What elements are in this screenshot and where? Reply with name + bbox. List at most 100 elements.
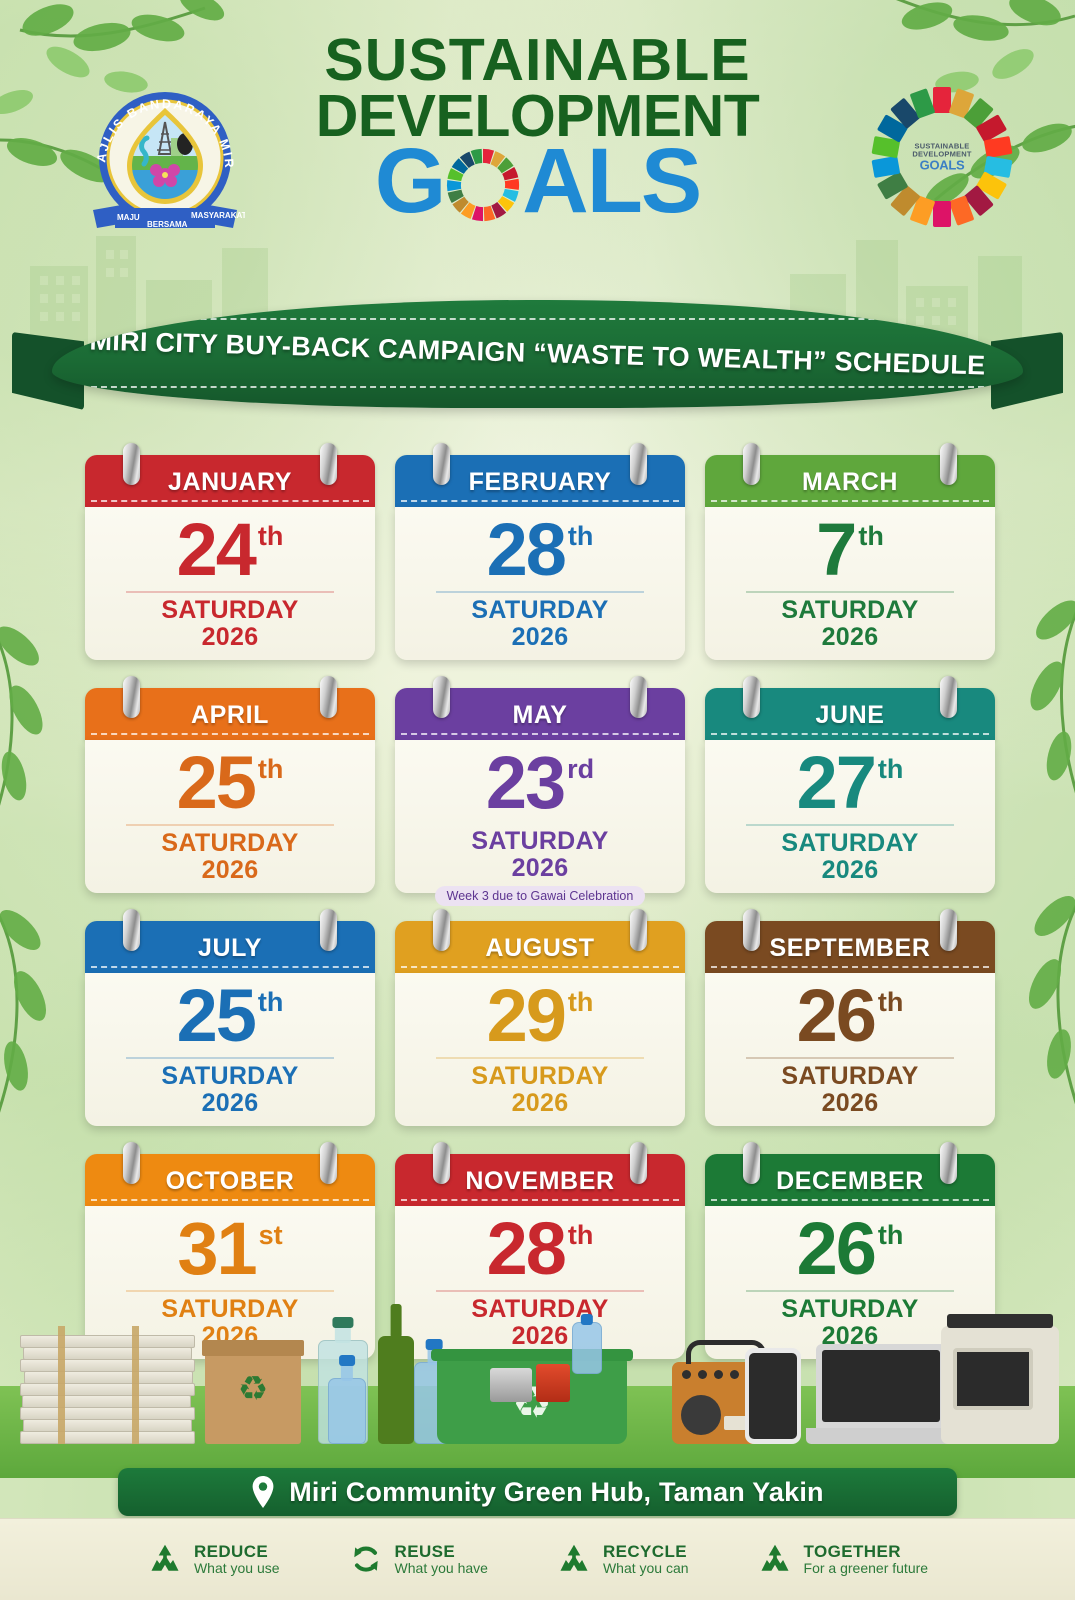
month-name: APRIL [191,700,269,729]
aluminium-can-illustration [536,1364,570,1402]
weekday-label: SATURDAY [781,1062,919,1090]
month-name: FEBRUARY [468,467,612,496]
principle-title: RECYCLE [602,1542,687,1562]
binder-ring-right [630,1142,647,1184]
calendar-rings [395,443,685,485]
principle-text: RECYCLE What you can [603,1542,689,1577]
principle-subtitle: What you have [394,1560,488,1577]
day-number: 25 [176,741,257,824]
weekday-label: SATURDAY [161,596,299,624]
header-stitch [710,500,990,502]
weekday-label: SATURDAY [161,1295,299,1323]
year-label: 2026 [511,853,569,882]
special-note: Week 3 due to Gawai Celebration [434,886,646,906]
binder-ring-right [630,443,647,485]
binder-ring-right [320,443,337,485]
header-stitch [90,733,370,735]
year-label: 2026 [511,1321,569,1350]
day-suffix: th [257,754,284,784]
council-crest-logo: MAJLIS BANDARAYA MIRI [79,71,247,242]
year-label: 2026 [511,1088,569,1117]
header-stitch [710,733,990,735]
header-stitch [400,500,680,502]
poster-title: SUSTAINABLE DEVELOPMENT G [265,30,810,227]
principle-title: TOGETHER [803,1542,901,1562]
day-number: 7 [816,508,857,591]
month-name: JULY [197,933,262,962]
divider-rule [745,591,955,593]
title-line-development: DEVELOPMENT [315,83,760,150]
binder-ring-left [433,676,450,718]
day-suffix: rd [567,754,595,784]
day-suffix: th [877,754,904,784]
ribbon-stitch-top [90,318,985,320]
binder-ring-left [123,443,140,485]
principle-subtitle: What you use [193,1560,280,1577]
day-suffix: th [877,1220,904,1250]
day-number: 28 [486,508,567,591]
binder-ring-left [123,676,140,718]
reuse-arrows-icon [348,1542,384,1576]
binder-ring-right [940,909,957,951]
sdg-center-line3: GOALS [919,157,965,173]
binder-ring-left [743,909,760,951]
day-number: 24 [176,508,257,591]
calendar-rings [85,443,375,485]
day-number: 23 [485,741,566,824]
divider-rule [435,1290,645,1292]
binder-ring-right [940,676,957,718]
location-text: Miri Community Green Hub, Taman Yakin [289,1476,824,1507]
binder-ring-left [743,1142,760,1184]
principle-reduce: REDUCE What you use [147,1542,280,1577]
calendar-rings [395,1142,685,1184]
year-label: 2026 [201,1088,259,1117]
binder-ring-left [433,1142,450,1184]
principle-text: REUSE What you have [395,1542,488,1577]
calendar-rings [85,909,375,951]
recycle-icon [556,1542,592,1576]
recycle-icon [147,1542,183,1576]
month-name: NOVEMBER [465,1166,615,1195]
binder-ring-right [630,676,647,718]
campaign-ribbon: MIRI CITY BUY-BACK CAMPAIGN “WASTE TO WE… [0,292,1075,427]
sdg-color-wheel-icon [447,149,520,222]
month-name: AUGUST [485,933,595,962]
title-goals: G [265,135,810,227]
sdg-wheel-logo: SUSTAINABLE DEVELOPMENT GOALS [867,82,1017,232]
weekday-label: SATURDAY [471,596,609,624]
day-suffix: th [567,521,594,551]
sdg-wheel-center-text: SUSTAINABLE DEVELOPMENT GOALS [912,142,971,171]
vintage-radio-illustration [672,1340,780,1444]
year-label: 2026 [201,855,259,884]
binder-ring-left [743,443,760,485]
calendar-rings [85,676,375,718]
day-number: 29 [486,974,567,1057]
weekday-label: SATURDAY [471,1062,609,1090]
binder-ring-right [630,909,647,951]
divider-rule [125,824,335,826]
binder-ring-left [433,443,450,485]
weekday-label: SATURDAY [161,829,299,857]
tin-can-illustration [490,1368,532,1402]
day-number: 31 [177,1207,257,1290]
header-stitch [400,1199,680,1201]
header-stitch [710,1199,990,1201]
day-suffix: th [567,987,594,1017]
weekday-label: SATURDAY [781,829,919,857]
